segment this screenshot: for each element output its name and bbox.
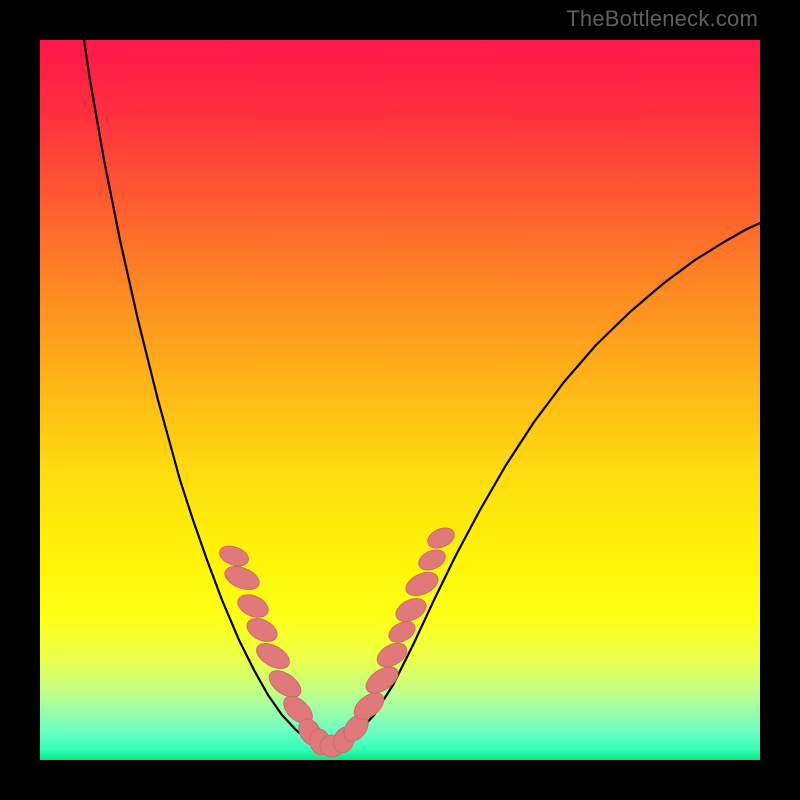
marker-left_cluster-2 [234,590,271,621]
outer-frame: TheBottleneck.com [0,0,800,800]
plot-area [40,40,760,760]
marker-right_cluster-6 [416,546,449,574]
marker-left_cluster-0 [217,542,251,569]
marker-left_cluster-3 [243,614,281,646]
curve-left_curve [84,40,318,746]
marker-right_cluster-1 [361,662,402,699]
marker-cluster-layer [217,524,458,757]
curve-layer [84,40,760,750]
curve-right_curve [342,223,760,746]
marker-right_cluster-7 [425,524,458,552]
watermark-text: TheBottleneck.com [566,6,758,32]
marker-left_cluster-1 [222,562,263,594]
chart-svg [40,40,760,760]
marker-left_cluster-4 [252,638,293,673]
